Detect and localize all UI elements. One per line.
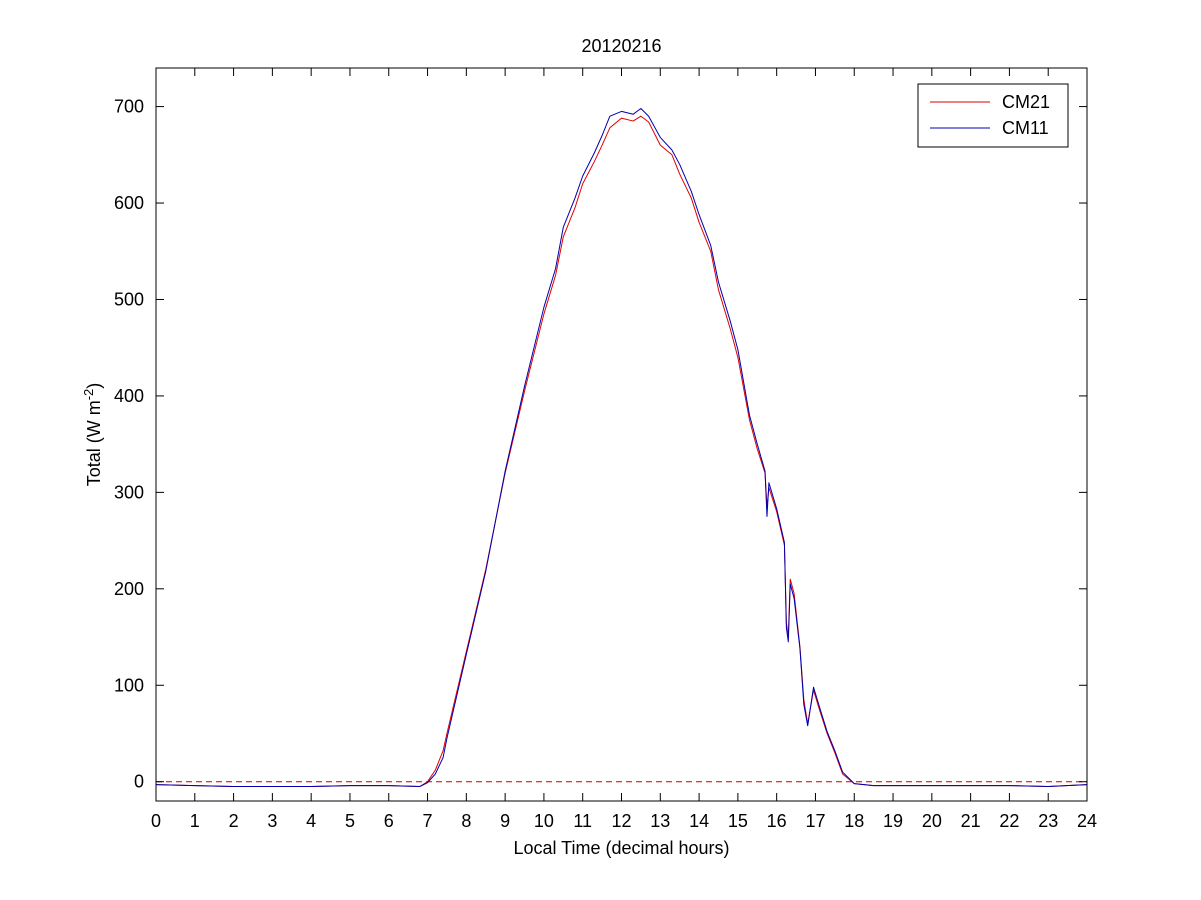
legend-label-cm11: CM11 (1002, 118, 1049, 138)
y-tick-label: 700 (114, 97, 144, 117)
x-tick-label: 11 (573, 811, 592, 831)
legend: CM21 CM11 (917, 83, 1069, 148)
axes-box (155, 67, 1088, 802)
y-tick-label: 500 (114, 289, 144, 309)
y-axis-label: Total (W m-2) (81, 383, 105, 487)
x-tick-label: 17 (805, 811, 825, 831)
x-tick-label: 0 (151, 811, 161, 831)
x-tick-label: 15 (728, 811, 748, 831)
ticks-layer: 0 1 2 3 4 5 6 7 8 9 10 11 12 13 14 15 16 17 18 19 20 21 22 23 24… (114, 68, 1097, 831)
series-line-cm11 (155, 108, 1088, 788)
x-tick-label: 2 (229, 811, 239, 831)
x-tick-label: 23 (1038, 811, 1058, 831)
x-tick-label: 21 (961, 811, 981, 831)
legend-label-cm21: CM21 (1002, 92, 1050, 112)
legend-box (917, 83, 1069, 148)
x-tick-label: 12 (611, 811, 631, 831)
x-tick-label: 10 (534, 811, 554, 831)
x-tick-label: 3 (267, 811, 277, 831)
x-tick-label: 8 (461, 811, 471, 831)
x-tick-label: 9 (500, 811, 510, 831)
x-tick-label: 22 (999, 811, 1019, 831)
chart-title: 20120216 (581, 36, 661, 56)
x-axis-label: Local Time (decimal hours) (513, 838, 729, 858)
x-tick-label: 20 (922, 811, 942, 831)
y-axis-label-sup: -2 (81, 389, 96, 401)
x-tick-label: 7 (423, 811, 433, 831)
x-tick-label: 14 (689, 811, 709, 831)
series-line-cm21 (155, 115, 1088, 788)
y-tick-label: 300 (114, 482, 144, 502)
y-tick-label: 400 (114, 386, 144, 406)
y-axis-label-main: Total (W m (84, 400, 104, 486)
y-tick-label: 100 (114, 675, 144, 695)
y-axis-label-tail: ) (84, 383, 104, 389)
x-tick-label: 24 (1077, 811, 1097, 831)
plot-layer (155, 108, 1088, 788)
x-tick-label: 5 (345, 811, 355, 831)
y-tick-label: 600 (114, 193, 144, 213)
x-tick-label: 6 (384, 811, 394, 831)
x-tick-label: 1 (190, 811, 200, 831)
x-tick-label: 18 (844, 811, 864, 831)
y-tick-label: 0 (134, 772, 144, 792)
x-tick-label: 4 (306, 811, 316, 831)
x-tick-label: 19 (883, 811, 903, 831)
y-tick-label: 200 (114, 579, 144, 599)
x-tick-label: 16 (767, 811, 787, 831)
x-tick-label: 13 (650, 811, 670, 831)
